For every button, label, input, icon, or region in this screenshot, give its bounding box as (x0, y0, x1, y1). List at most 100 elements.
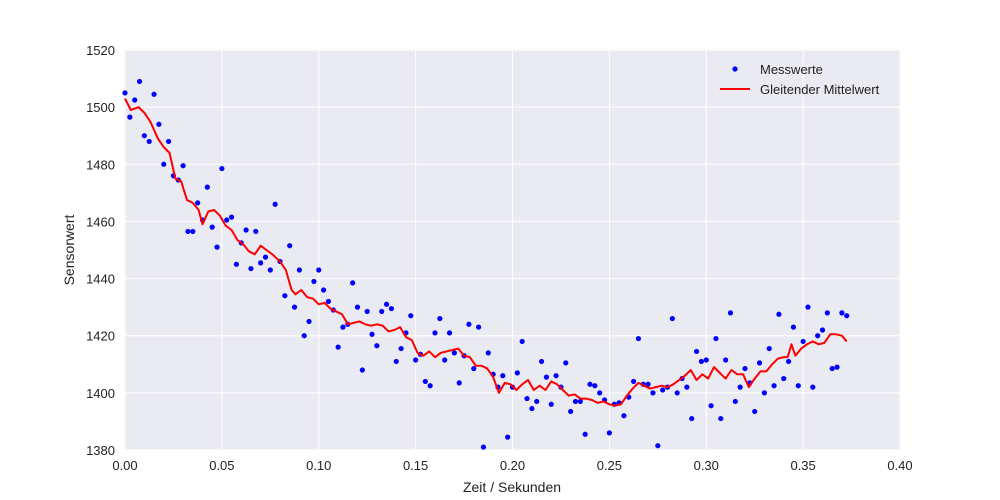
data-point (316, 267, 322, 273)
data-point (727, 310, 734, 316)
x-tick-label: 0.00 (112, 458, 137, 473)
data-point (156, 121, 162, 127)
data-point (296, 267, 302, 273)
data-point (781, 375, 787, 382)
data-point (703, 357, 709, 363)
data-point (272, 201, 278, 207)
data-point (209, 224, 215, 230)
x-tick-label: 0.15 (403, 458, 428, 473)
data-point (718, 415, 724, 422)
data-point (475, 324, 482, 330)
data-point (359, 367, 365, 373)
data-point (369, 331, 375, 337)
data-point (398, 345, 404, 352)
data-point (824, 310, 830, 316)
data-point (548, 401, 554, 407)
data-point (408, 313, 414, 319)
data-point (834, 364, 840, 370)
data-point (446, 330, 453, 336)
data-point (180, 163, 186, 169)
data-point (228, 214, 235, 220)
data-point (698, 358, 705, 365)
x-tick-label: 0.05 (209, 458, 234, 473)
x-tick-label: 0.30 (694, 458, 719, 473)
data-point (776, 311, 782, 317)
data-point (442, 357, 448, 363)
data-point (185, 228, 191, 235)
data-point (500, 373, 506, 379)
y-tick-label: 1520 (86, 43, 115, 58)
data-point (800, 338, 806, 345)
x-axis-title: Zeit / Sekunden (463, 479, 561, 495)
data-point (258, 260, 264, 266)
data-point (350, 280, 356, 286)
data-point (572, 398, 579, 405)
data-point (195, 200, 201, 206)
legend-marker-scatter (732, 66, 738, 72)
data-point (291, 304, 298, 310)
data-point (689, 415, 695, 422)
data-point (505, 434, 511, 440)
data-point (723, 357, 729, 363)
data-point (219, 165, 225, 172)
data-point (388, 305, 395, 312)
data-point (732, 398, 738, 405)
x-tick-label: 0.25 (597, 458, 622, 473)
y-tick-labels: 1380 1400 1420 1440 1460 1480 1500 1520 (86, 43, 115, 458)
data-point (287, 243, 293, 249)
data-point (592, 383, 598, 389)
data-point (597, 390, 603, 396)
data-point (524, 395, 530, 402)
data-point (795, 383, 801, 389)
data-point (577, 398, 583, 405)
data-point (630, 378, 637, 385)
data-point (582, 431, 588, 437)
data-point (810, 384, 816, 390)
data-point (669, 315, 675, 322)
data-point (829, 365, 835, 372)
y-tick-label: 1420 (86, 329, 115, 344)
data-point (437, 315, 443, 322)
data-point (737, 384, 743, 390)
data-point (674, 390, 680, 396)
data-point (471, 365, 477, 372)
data-point (432, 330, 438, 336)
data-point (364, 308, 370, 315)
data-point (306, 318, 312, 325)
data-point (262, 254, 269, 260)
y-tick-label: 1400 (86, 386, 115, 401)
x-tick-label: 0.20 (500, 458, 525, 473)
data-point (568, 408, 574, 415)
data-point (485, 350, 491, 356)
x-tick-labels: 0.00 0.05 0.10 0.15 0.20 0.25 0.30 0.35 0.40 (112, 458, 912, 473)
data-point (267, 267, 273, 273)
data-point (771, 383, 777, 389)
data-point (151, 91, 157, 97)
data-point (790, 324, 797, 330)
data-point (132, 97, 138, 103)
data-point (563, 360, 569, 366)
series-line (124, 98, 848, 407)
data-point (606, 430, 612, 436)
data-point (248, 265, 254, 272)
data-point (354, 304, 361, 310)
data-point (752, 408, 758, 415)
data-point (127, 114, 133, 120)
data-point (480, 444, 487, 450)
data-point (844, 313, 850, 319)
data-point (146, 138, 152, 145)
y-axis-title: Sensorwert (61, 214, 77, 285)
legend-label-line: Gleitender Mittelwert (760, 82, 880, 97)
data-point (839, 310, 845, 316)
data-point (422, 378, 428, 385)
data-point (543, 374, 550, 380)
legend: Messwerte Gleitender Mittelwert (720, 62, 880, 97)
data-point (819, 327, 826, 333)
moving-average-line (124, 98, 848, 407)
grid (124, 49, 901, 451)
data-point (761, 390, 767, 396)
data-point (538, 358, 545, 365)
data-point (514, 370, 520, 376)
data-point (122, 90, 128, 96)
